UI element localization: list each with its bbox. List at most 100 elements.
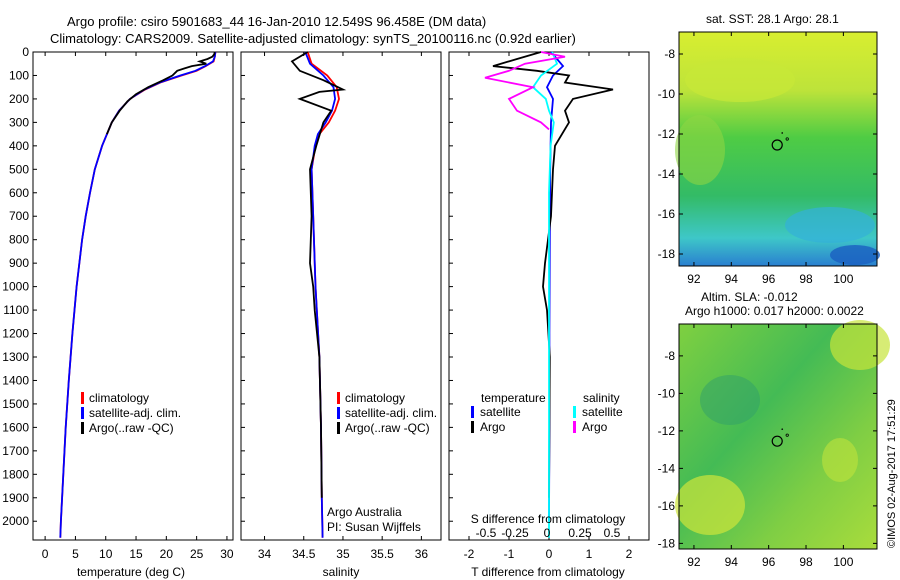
series-line-t-argo	[492, 51, 614, 498]
map-y-tick-label: -8	[664, 349, 675, 363]
sst-map-frame	[678, 31, 878, 267]
map-x-tick-label: 92	[687, 272, 701, 286]
x-tick-label: 25	[190, 547, 204, 561]
sla-low-patch	[700, 375, 760, 425]
y-tick-label: 400	[9, 139, 29, 153]
figure-title-line1: Argo profile: csiro 5901683_44 16-Jan-20…	[67, 14, 486, 29]
y-tick-label: 100	[9, 68, 29, 82]
legend-swatch	[337, 392, 340, 404]
y-tick-label: 1400	[2, 373, 29, 387]
sst-warm-patch	[675, 115, 725, 185]
legend-label: satellite	[480, 405, 521, 419]
x-axis-label: salinity	[323, 565, 360, 579]
x-tick-label: 30	[220, 547, 234, 561]
legend-swatch	[471, 421, 474, 433]
sst-map-title: sat. SST: 28.1 Argo: 28.1	[706, 12, 839, 26]
series-line-argo-raw-qc-	[290, 51, 347, 498]
y-tick-label: 1600	[2, 420, 29, 434]
sla-map-frame	[678, 323, 878, 550]
y-tick-label: 1000	[2, 280, 29, 294]
x-tick-label: 0	[546, 547, 553, 561]
legend-swatch	[337, 407, 340, 419]
top-axis-label: S difference from climatology	[471, 512, 626, 526]
annotation-line: Argo Australia	[327, 505, 402, 519]
x-tick-label: 34.5	[292, 547, 316, 561]
series-line-argo-raw-qc-	[106, 51, 216, 135]
map-x-tick-label: 100	[833, 555, 853, 569]
top-tick-label: 0.5	[604, 526, 621, 540]
x-axis-label: temperature (deg C)	[77, 565, 185, 579]
temperature-frame	[32, 51, 234, 541]
legend-swatch	[81, 422, 84, 434]
top-tick-label: -0.5	[476, 526, 497, 540]
map-x-tick-label: 100	[833, 272, 853, 286]
y-tick-label: 1800	[2, 467, 29, 481]
y-tick-label: 1300	[2, 350, 29, 364]
sla-high-patch	[822, 438, 858, 482]
argo-track-point	[785, 433, 789, 437]
y-tick-label: 700	[9, 209, 29, 223]
series-line-s-argo	[484, 51, 566, 131]
y-tick-label: 500	[9, 162, 29, 176]
y-tick-label: 900	[9, 256, 29, 270]
x-tick-label: 0	[42, 547, 49, 561]
imos-timestamp: ©IMOS 02-Aug-2017 17:51:29	[886, 399, 898, 548]
figure-title-line2: Climatology: CARS2009. Satellite-adjuste…	[50, 31, 576, 46]
legend-label: climatology	[89, 391, 149, 405]
x-tick-label: 35.5	[370, 547, 394, 561]
map-x-tick-label: 96	[762, 555, 776, 569]
map-x-tick-label: 98	[799, 555, 813, 569]
x-tick-label: 20	[160, 547, 174, 561]
sst-cool-patch	[785, 207, 875, 243]
argo-location-marker	[771, 435, 783, 447]
x-tick-label: 2	[626, 547, 633, 561]
x-tick-label: -1	[504, 547, 515, 561]
legend-label: Argo	[480, 420, 506, 434]
legend-swatch	[471, 406, 474, 418]
sst-cool-patch	[830, 245, 880, 265]
y-tick-label: 0	[22, 45, 29, 59]
top-tick-label: -0.25	[501, 526, 529, 540]
legend-label: satellite	[582, 405, 623, 419]
difference-panel: -2 -1 0 1 2temperaturesatelliteArgosalinitys…	[448, 51, 650, 579]
x-tick-label: 15	[129, 547, 143, 561]
map-y-tick-label: -12	[658, 127, 676, 141]
x-tick-label: -2	[464, 547, 475, 561]
temperature-panel: 0 5 10 15 20 25 300100200300400500600700800900…	[2, 45, 234, 579]
map-y-tick-label: -18	[658, 536, 676, 550]
sla-map-title: Altim. SLA: -0.012	[701, 290, 798, 304]
series-line-s-satellite	[531, 51, 559, 538]
y-tick-label: 1200	[2, 327, 29, 341]
x-tick-label: 36	[415, 547, 429, 561]
y-tick-label: 2000	[2, 514, 29, 528]
legend-label: satellite-adj. clim.	[89, 406, 181, 420]
x-tick-label: 1	[586, 547, 593, 561]
map-y-tick-label: -16	[658, 207, 676, 221]
series-line-satellite-adj-clim-	[59, 51, 217, 538]
y-tick-label: 200	[9, 92, 29, 106]
y-tick-label: 1100	[3, 303, 29, 317]
map-y-tick-label: -10	[658, 87, 676, 101]
legend-swatch	[81, 407, 84, 419]
legend-swatch	[81, 392, 84, 404]
legend-swatch	[337, 422, 340, 434]
map-y-tick-label: -12	[658, 424, 676, 438]
y-tick-label: 300	[9, 115, 29, 129]
y-tick-label: 1900	[2, 491, 29, 505]
argo-track-point	[781, 132, 784, 134]
sla-map: Altim. SLA: -0.012 Argo h1000: 0.017 h20…	[658, 290, 890, 569]
y-tick-label: 1500	[2, 397, 29, 411]
legend-label: Argo(..raw -QC)	[89, 421, 174, 435]
argo-track-point	[781, 428, 784, 430]
y-tick-label: 800	[9, 233, 29, 247]
map-x-tick-label: 94	[725, 555, 739, 569]
legend-title: temperature	[481, 391, 546, 405]
y-tick-label: 1700	[2, 444, 29, 458]
sst-warm-patch	[685, 58, 795, 102]
map-y-tick-label: -8	[664, 47, 675, 61]
x-tick-label: 5	[72, 547, 79, 561]
legend-label: Argo(..raw -QC)	[345, 421, 430, 435]
legend-label: climatology	[345, 391, 405, 405]
sla-map-subtitle: Argo h1000: 0.017 h2000: 0.0022	[685, 304, 864, 318]
